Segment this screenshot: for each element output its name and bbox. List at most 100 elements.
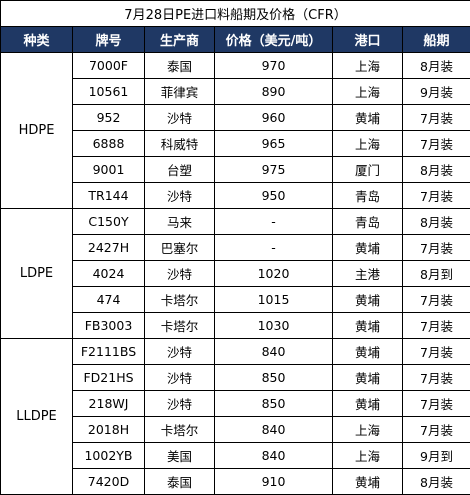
table-row: 474 卡塔尔 1015 黄埔 7月装 [1,286,470,313]
shipment-cell: 7月装 [401,182,470,209]
port-cell: 黄埔 [332,390,403,417]
grade-cell: F2111BS [72,338,145,365]
table-row: HDPE 7000F 泰国 970 上海 8月装 [0,52,470,209]
grade-cell: 2018H [72,416,145,443]
header-shipment: 船期 [401,26,470,53]
shipment-cell: 7月装 [401,130,470,157]
shipment-cell: 8月装 [401,156,470,183]
producer-cell: 泰国 [144,468,215,495]
price-cell: 1020 [214,260,333,287]
shipment-cell: 8月装 [401,208,470,235]
port-cell: 黄埔 [332,468,403,495]
table-row: 7420D 泰国 910 黄埔 8月装 [1,468,470,495]
shipment-cell: 8月装 [401,468,470,495]
table-row: LDPE C150Y 马来 - 青岛 8月装 [0,208,470,339]
price-cell: 960 [214,104,333,131]
producer-cell: 沙特 [144,364,215,391]
shipment-cell: 7月装 [401,286,470,313]
shipment-cell: 7月装 [401,312,470,339]
port-cell: 黄埔 [332,234,403,261]
price-cell: - [214,234,333,261]
shipment-cell: 8月到 [401,260,470,287]
producer-cell: 沙特 [144,338,215,365]
shipment-cell: 7月装 [401,390,470,417]
header-grade: 牌号 [72,26,145,53]
table-row: 6888 科威特 965 上海 7月装 [1,130,470,157]
port-cell: 黄埔 [332,104,403,131]
price-cell: 975 [214,156,333,183]
table-row: LLDPE F2111BS 沙特 840 黄埔 7月装 [0,338,470,495]
grade-cell: TR144 [72,182,145,209]
header-price: 价格（美元/吨） [214,26,333,53]
price-cell: 850 [214,390,333,417]
grade-cell: 6888 [72,130,145,157]
shipment-cell: 9月装 [401,78,470,105]
price-cell: 910 [214,468,333,495]
price-cell: 840 [214,416,333,443]
price-cell: - [214,208,333,235]
port-cell: 主港 [332,260,403,287]
grade-cell: FD21HS [72,364,145,391]
table-row: 10561 菲律宾 890 上海 9月装 [1,78,470,105]
grade-cell: C150Y [72,208,145,235]
shipment-cell: 7月装 [401,338,470,365]
grade-cell: 952 [72,104,145,131]
port-cell: 上海 [332,52,403,79]
price-cell: 840 [214,442,333,469]
title-row: 7月28日PE进口料船期及价格（CFR） [0,0,470,27]
shipment-cell: 9月到 [401,442,470,469]
category-cell: LLDPE [0,338,73,495]
port-cell: 上海 [332,130,403,157]
header-producer: 生产商 [144,26,215,53]
port-cell: 青岛 [332,208,403,235]
shipment-cell: 7月装 [401,234,470,261]
port-cell: 厦门 [332,156,403,183]
grade-cell: 10561 [72,78,145,105]
producer-cell: 卡塔尔 [144,416,215,443]
grade-cell: 1002YB [72,442,145,469]
grade-cell: 218WJ [72,390,145,417]
port-cell: 上海 [332,78,403,105]
grade-cell: 7000F [72,52,145,79]
category-cell: HDPE [0,52,73,209]
price-cell: 950 [214,182,333,209]
shipment-cell: 8月装 [401,52,470,79]
table-title: 7月28日PE进口料船期及价格（CFR） [0,0,470,27]
category-cell: LDPE [0,208,73,339]
producer-cell: 卡塔尔 [144,286,215,313]
port-cell: 黄埔 [332,338,403,365]
table-body: HDPE 7000F 泰国 970 上海 8月装 10561 菲律宾 890 上海 9月装 952 沙特… [0,52,470,495]
grade-cell: 4024 [72,260,145,287]
producer-cell: 泰国 [144,52,215,79]
shipment-cell: 7月装 [401,416,470,443]
header-category: 种类 [0,26,73,53]
port-cell: 黄埔 [332,312,403,339]
grade-cell: 474 [72,286,145,313]
producer-cell: 卡塔尔 [144,312,215,339]
producer-cell: 菲律宾 [144,78,215,105]
port-cell: 上海 [332,416,403,443]
table-row: 2427H 巴塞尔 - 黄埔 7月装 [1,234,470,261]
price-cell: 1015 [214,286,333,313]
shipment-cell: 7月装 [401,364,470,391]
table-row: TR144 沙特 950 青岛 7月装 [1,182,470,209]
producer-cell: 沙特 [144,182,215,209]
producer-cell: 马来 [144,208,215,235]
price-cell: 840 [214,338,333,365]
port-cell: 黄埔 [332,286,403,313]
price-cell: 850 [214,364,333,391]
producer-cell: 科威特 [144,130,215,157]
producer-cell: 美国 [144,442,215,469]
table-row: 952 沙特 960 黄埔 7月装 [1,104,470,131]
producer-cell: 沙特 [144,260,215,287]
table-row: FB3003 卡塔尔 1030 黄埔 7月装 [1,312,470,339]
table-row: 218WJ 沙特 850 黄埔 7月装 [1,390,470,417]
grade-cell: 2427H [72,234,145,261]
producer-cell: 沙特 [144,390,215,417]
header-row: 种类 牌号 生产商 价格（美元/吨） 港口 船期 [0,26,470,53]
price-cell: 965 [214,130,333,157]
grade-cell: 7420D [72,468,145,495]
port-cell: 黄埔 [332,364,403,391]
producer-cell: 沙特 [144,104,215,131]
